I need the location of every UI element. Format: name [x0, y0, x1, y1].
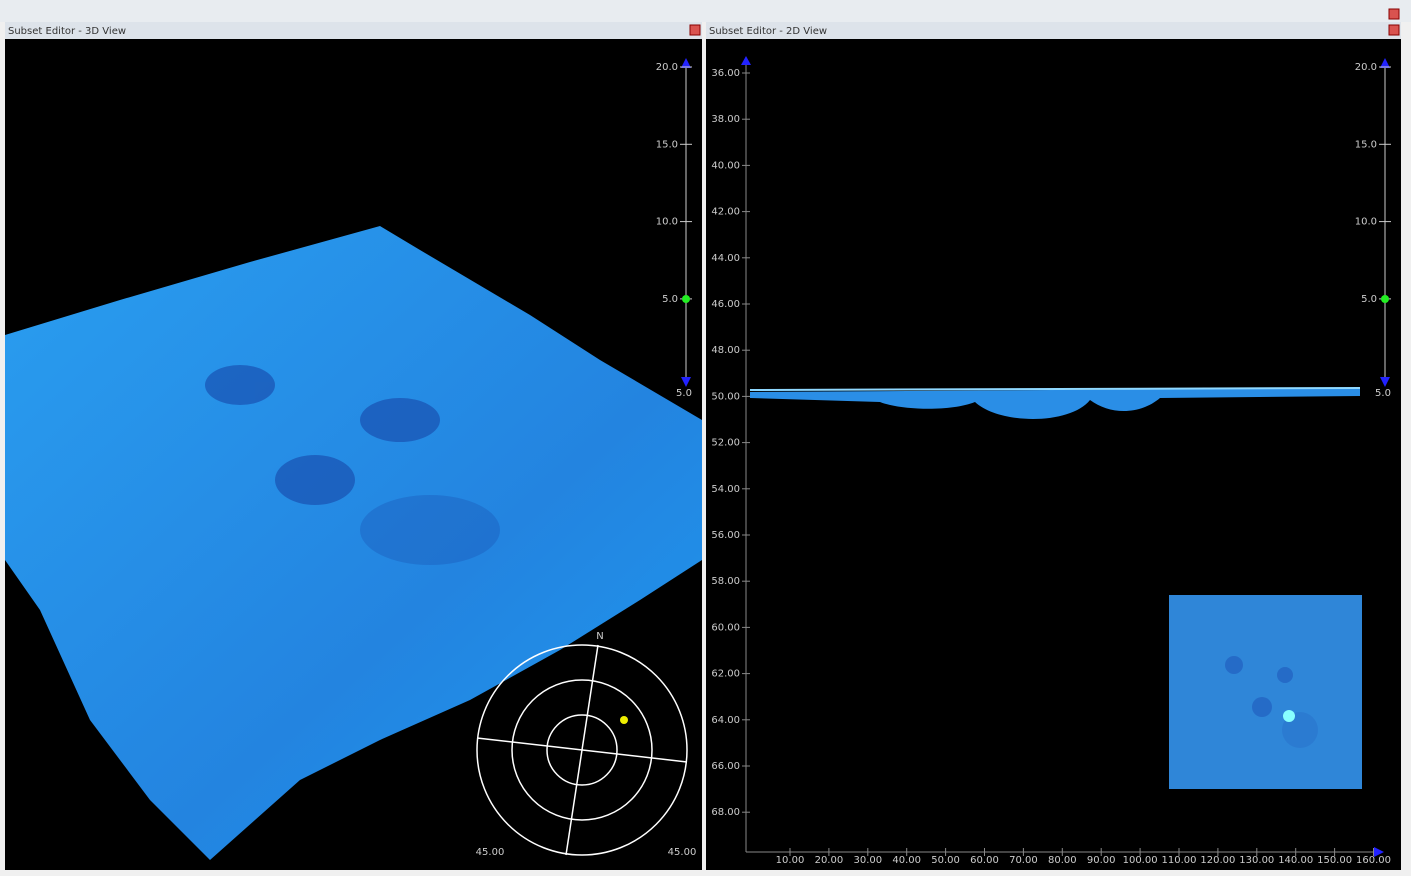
slider-label: 5.0: [1375, 388, 1391, 399]
x-tick-label: 10.00: [776, 855, 805, 866]
y-tick-label: 48.00: [711, 345, 740, 356]
overview-marker: [1283, 710, 1295, 722]
x-tick-label: 60.00: [970, 855, 999, 866]
compass-label: 45.00: [668, 847, 697, 858]
x-tick-label: 90.00: [1087, 855, 1116, 866]
close-button[interactable]: [1389, 9, 1399, 19]
x-tick-label: 100.00: [1123, 855, 1158, 866]
slider-label: 15.0: [656, 139, 678, 150]
slider-label: 20.0: [656, 62, 678, 73]
slider-label: 15.0: [1355, 139, 1377, 150]
x-tick-label: 160.00: [1356, 855, 1391, 866]
close-button[interactable]: [690, 25, 700, 35]
slider-label: 5.0: [676, 388, 692, 399]
x-tick-label: 50.00: [931, 855, 960, 866]
y-tick-label: 44.00: [711, 253, 740, 264]
slider-handle[interactable]: [682, 295, 690, 303]
x-tick-label: 40.00: [892, 855, 921, 866]
slider-label: 5.0: [1361, 294, 1377, 305]
position-marker: [620, 716, 628, 724]
screen: Subset Editor - 3D View Subset Editor - …: [0, 0, 1411, 872]
y-tick-label: 62.00: [711, 669, 740, 680]
y-tick-label: 36.00: [711, 68, 740, 79]
y-tick-label: 40.00: [711, 160, 740, 171]
overview-map: [1169, 595, 1362, 789]
x-tick-label: 140.00: [1278, 855, 1313, 866]
y-tick-label: 56.00: [711, 530, 740, 541]
x-tick-label: 150.00: [1317, 855, 1352, 866]
x-tick-label: 120.00: [1200, 855, 1235, 866]
slider-label: 10.0: [656, 217, 678, 228]
slider-label: 10.0: [1355, 217, 1377, 228]
y-tick-label: 54.00: [711, 484, 740, 495]
close-button[interactable]: [1389, 25, 1399, 35]
y-tick-label: 68.00: [711, 807, 740, 818]
x-tick-label: 70.00: [1009, 855, 1038, 866]
x-tick-label: 20.00: [815, 855, 844, 866]
panel-title: Subset Editor - 2D View: [709, 26, 827, 37]
x-tick-label: 30.00: [853, 855, 882, 866]
y-tick-label: 50.00: [711, 391, 740, 402]
slider-handle[interactable]: [1381, 295, 1389, 303]
compass-label: 45.00: [476, 847, 505, 858]
y-tick-label: 38.00: [711, 114, 740, 125]
slider-label: 20.0: [1355, 62, 1377, 73]
x-tick-label: 130.00: [1239, 855, 1274, 866]
slider-label: 5.0: [662, 294, 678, 305]
x-tick-label: 110.00: [1162, 855, 1197, 866]
compass-label: N: [596, 631, 603, 642]
y-tick-label: 66.00: [711, 761, 740, 772]
y-tick-label: 64.00: [711, 715, 740, 726]
y-tick-label: 46.00: [711, 299, 740, 310]
top-bar: [0, 0, 1411, 22]
panel-title: Subset Editor - 3D View: [8, 26, 126, 37]
y-tick-label: 60.00: [711, 622, 740, 633]
y-tick-label: 52.00: [711, 438, 740, 449]
x-tick-label: 80.00: [1048, 855, 1077, 866]
y-tick-label: 42.00: [711, 207, 740, 218]
y-tick-label: 58.00: [711, 576, 740, 587]
